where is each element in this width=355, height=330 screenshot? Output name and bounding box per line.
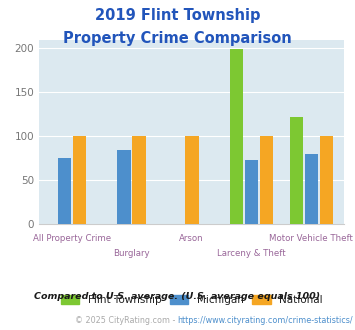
Text: Property Crime Comparison: Property Crime Comparison: [63, 31, 292, 46]
Text: Compared to U.S. average. (U.S. average equals 100): Compared to U.S. average. (U.S. average …: [34, 292, 321, 301]
Text: https://www.cityrating.com/crime-statistics/: https://www.cityrating.com/crime-statist…: [178, 316, 353, 325]
Text: 2019 Flint Township: 2019 Flint Township: [95, 8, 260, 23]
Legend: Flint Township, Michigan, National: Flint Township, Michigan, National: [58, 291, 326, 308]
Bar: [230, 49, 244, 224]
Bar: [185, 136, 198, 224]
Bar: [118, 150, 131, 224]
Bar: [290, 117, 303, 224]
Bar: [58, 158, 71, 224]
Bar: [132, 136, 146, 224]
Text: Larceny & Theft: Larceny & Theft: [217, 249, 286, 258]
Bar: [320, 136, 333, 224]
Bar: [260, 136, 273, 224]
Text: All Property Crime: All Property Crime: [33, 234, 111, 243]
Bar: [72, 136, 86, 224]
Text: © 2025 CityRating.com -: © 2025 CityRating.com -: [75, 316, 178, 325]
Text: Arson: Arson: [179, 234, 204, 243]
Bar: [305, 154, 318, 224]
Bar: [245, 160, 258, 224]
Text: Burglary: Burglary: [114, 249, 150, 258]
Text: Motor Vehicle Theft: Motor Vehicle Theft: [269, 234, 353, 243]
